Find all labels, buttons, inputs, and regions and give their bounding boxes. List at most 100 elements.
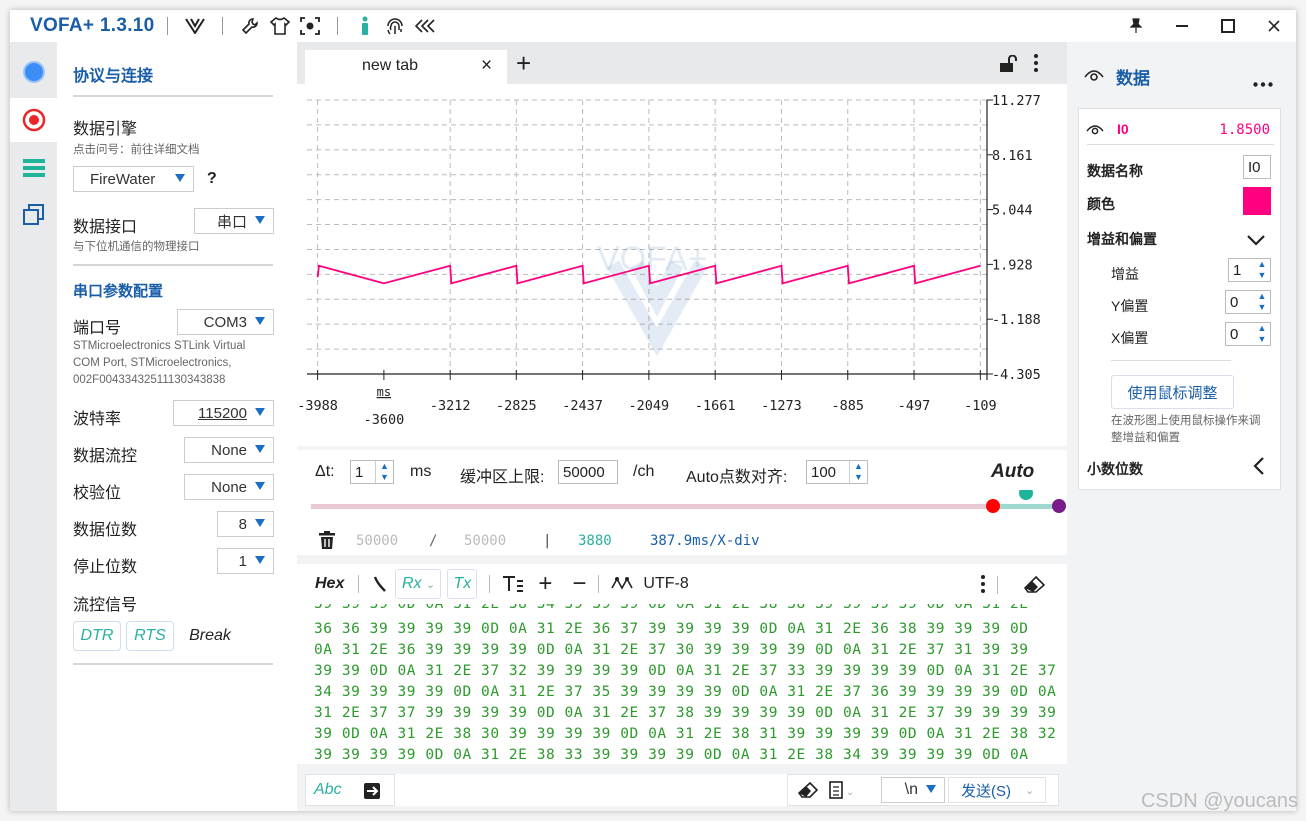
- minimize-button[interactable]: [1159, 10, 1205, 42]
- camera-capture-icon[interactable]: [295, 12, 325, 40]
- chevron-left-icon[interactable]: [1253, 457, 1264, 479]
- record-icon[interactable]: [10, 98, 57, 142]
- more-vertical-icon[interactable]: [981, 575, 985, 597]
- tx-toggle[interactable]: Tx: [447, 569, 478, 599]
- connection-status-icon[interactable]: [16, 54, 52, 90]
- stopbits-select[interactable]: 1: [217, 548, 274, 574]
- dtr-button[interactable]: DTR: [73, 621, 121, 651]
- trash-icon[interactable]: [319, 531, 335, 553]
- engine-select[interactable]: FireWater: [73, 166, 194, 192]
- send-controls: ⌄ \n 发送(S) ⌄: [787, 774, 1059, 806]
- more-horizontal-icon[interactable]: [1253, 72, 1273, 91]
- name-input[interactable]: I0: [1243, 155, 1271, 179]
- range-slider[interactable]: [297, 490, 1067, 520]
- hex-toggle[interactable]: Hex: [315, 575, 345, 592]
- rx-line: 34 39 39 39 39 0D 0A 31 2E 37 35 39 39 3…: [314, 684, 1057, 700]
- port-select[interactable]: COM3: [177, 309, 274, 335]
- spinner-arrows-icon[interactable]: ▲ ▼: [1257, 259, 1267, 280]
- series-line-i0: [316, 264, 981, 285]
- color-swatch[interactable]: [1243, 187, 1271, 215]
- help-icon[interactable]: ?: [207, 170, 217, 187]
- rx-data-view[interactable]: 39 39 39 0D 0A 31 2E 38 34 39 39 39 0D 0…: [297, 604, 1067, 764]
- stopbits-label: 停止位数: [73, 559, 138, 576]
- interface-select[interactable]: 串口: [194, 208, 274, 234]
- stats-bar: |: [543, 533, 552, 549]
- rx-toolbar: Hex Rx ⌄ Tx + − UTF-8: [297, 564, 1067, 604]
- y-tick-label: -4.305: [992, 367, 1041, 383]
- timestamp-icon[interactable]: [373, 569, 387, 599]
- channel-visible-icon[interactable]: [1086, 121, 1104, 140]
- color-label: 颜色: [1087, 196, 1115, 212]
- collapse-left-icon[interactable]: [410, 12, 440, 40]
- vofa-logo-icon[interactable]: [180, 12, 210, 40]
- mouse-adjust-button[interactable]: 使用鼠标调整: [1111, 375, 1234, 409]
- rx-line: 39 39 0D 0A 31 2E 37 32 39 39 39 39 0D 0…: [314, 663, 1057, 679]
- encoding-label[interactable]: UTF-8: [643, 575, 689, 592]
- tab-label: new tab: [362, 57, 419, 74]
- rx-toggle[interactable]: Rx ⌄: [395, 569, 442, 599]
- eraser-icon[interactable]: [1023, 575, 1046, 597]
- break-button[interactable]: Break: [189, 627, 231, 644]
- auto-button[interactable]: Auto: [991, 461, 1035, 482]
- tab-new-tab[interactable]: new tab ×: [305, 50, 507, 84]
- text-format-icon[interactable]: [502, 569, 524, 599]
- zoom-in-icon[interactable]: +: [538, 570, 553, 597]
- tshirt-icon[interactable]: [265, 12, 295, 40]
- windows-icon[interactable]: [16, 196, 52, 232]
- spinner-arrows-icon[interactable]: ▲ ▼: [849, 461, 867, 483]
- main-area: new tab × + VOFA+ 11.277 8.161 5.044 1.928 -…: [297, 42, 1067, 811]
- fingerprint-icon[interactable]: [380, 12, 410, 40]
- buffer-input[interactable]: 50000: [558, 460, 618, 484]
- align-spinner[interactable]: 100 ▲ ▼: [806, 460, 868, 484]
- serial-section-title: 串口参数配置: [73, 283, 164, 300]
- zoom-out-icon[interactable]: −: [572, 570, 587, 597]
- abc-toggle[interactable]: Abc: [314, 781, 342, 798]
- data-list-icon[interactable]: [16, 150, 52, 186]
- app-window: VOFA+ 1.3.10 协议与连接 数据引擎 点击问号：前往详细文档 Fire…: [10, 10, 1296, 811]
- dt-spinner[interactable]: 1 ▲ ▼: [350, 460, 394, 484]
- send-to-icon[interactable]: [363, 782, 381, 804]
- spinner-arrows-icon[interactable]: ▲ ▼: [375, 461, 393, 483]
- align-label: Auto点数对齐:: [686, 469, 788, 486]
- rts-button[interactable]: RTS: [126, 621, 174, 651]
- gain-spinner[interactable]: 1 ▲ ▼: [1228, 258, 1271, 282]
- toolbar-separator: [598, 575, 600, 593]
- info-icon[interactable]: [350, 12, 380, 40]
- command-list-icon[interactable]: ⌄: [829, 781, 855, 803]
- baud-select[interactable]: 115200: [173, 400, 274, 426]
- more-vertical-icon[interactable]: [1034, 54, 1038, 76]
- send-text-field[interactable]: [395, 774, 787, 806]
- pin-icon[interactable]: [1113, 10, 1159, 42]
- title-separator: [221, 17, 223, 35]
- wrench-icon[interactable]: [235, 12, 265, 40]
- close-window-button[interactable]: [1251, 10, 1296, 42]
- newline-select[interactable]: \n: [881, 777, 945, 803]
- waveform-plot[interactable]: VOFA+ 11.277 8.161 5.044 1.928 -1.188 -4.305 …: [297, 84, 1067, 446]
- parity-select[interactable]: None: [184, 474, 274, 500]
- x-offset-spinner[interactable]: 0 ▲ ▼: [1225, 322, 1271, 346]
- databits-select[interactable]: 8: [217, 511, 274, 537]
- chevron-down-icon[interactable]: [1247, 231, 1265, 250]
- send-input[interactable]: Abc: [305, 774, 395, 806]
- csdn-watermark: CSDN @youcans: [1140, 790, 1298, 812]
- maximize-button[interactable]: [1205, 10, 1251, 42]
- spinner-arrows-icon[interactable]: ▲ ▼: [1257, 291, 1267, 312]
- mouse-hint-2: 整增益和偏置: [1111, 432, 1180, 444]
- x-unit-label: ms: [377, 385, 391, 399]
- divider: [73, 264, 273, 266]
- clear-send-icon[interactable]: [797, 781, 819, 803]
- y-offset-spinner[interactable]: 0 ▲ ▼: [1225, 290, 1271, 314]
- add-tab-button[interactable]: +: [516, 48, 532, 78]
- port-label: 端口号: [73, 320, 122, 337]
- flow-select[interactable]: None: [184, 437, 274, 463]
- unlock-icon[interactable]: [999, 54, 1017, 77]
- app-title: VOFA+ 1.3.10: [30, 15, 155, 36]
- spinner-arrows-icon[interactable]: ▲ ▼: [1257, 323, 1267, 344]
- eye-icon[interactable]: [1084, 67, 1104, 86]
- tab-close-icon[interactable]: ×: [481, 55, 493, 76]
- waveform-icon[interactable]: [611, 569, 634, 599]
- x-tick-label: -2825: [496, 398, 537, 414]
- data-panel: 数据 I0 1.8500 数据名称 I0 颜色 增益和偏置 增益 1 ▲ ▼ Y偏置…: [1067, 42, 1296, 811]
- waveform-chart[interactable]: VOFA+ 11.2778.1615.0441.928-1.188-4.305 …: [297, 84, 1067, 446]
- send-button[interactable]: 发送(S) ⌄: [948, 777, 1046, 803]
